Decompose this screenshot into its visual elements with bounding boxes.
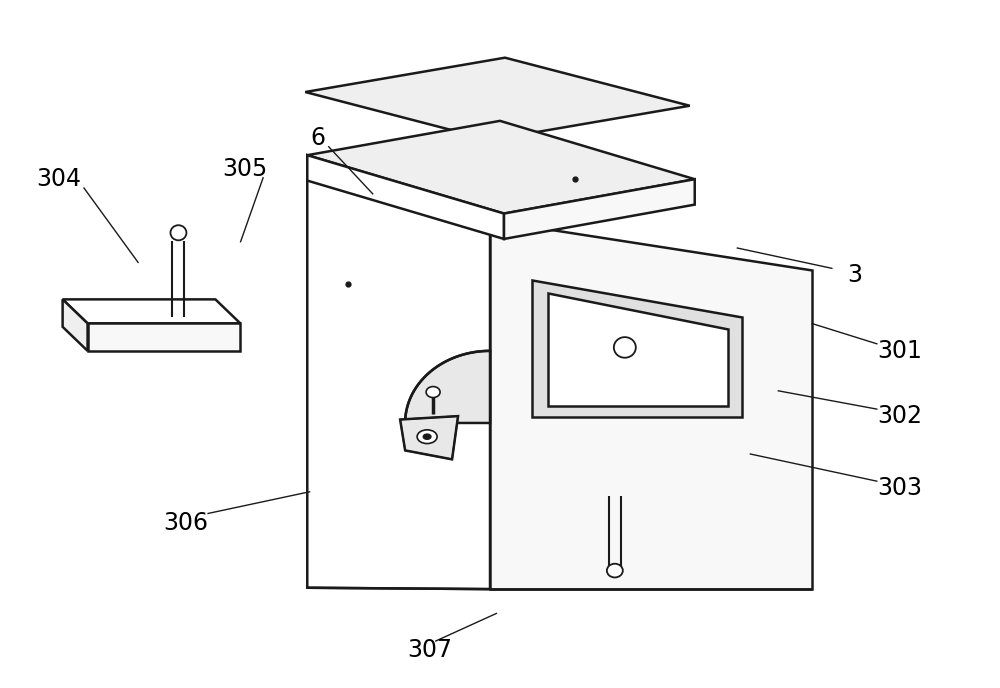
Text: 302: 302 (877, 404, 922, 428)
Polygon shape (405, 351, 490, 423)
Polygon shape (63, 299, 240, 323)
Polygon shape (548, 292, 728, 406)
Ellipse shape (607, 563, 623, 577)
Text: 303: 303 (877, 476, 922, 500)
Text: 307: 307 (408, 638, 453, 662)
Text: 6: 6 (311, 126, 326, 150)
Polygon shape (307, 121, 695, 213)
Text: 305: 305 (223, 157, 268, 181)
Polygon shape (518, 399, 732, 464)
Ellipse shape (170, 225, 186, 240)
Ellipse shape (614, 337, 636, 358)
Circle shape (417, 430, 437, 444)
Polygon shape (400, 416, 458, 460)
Polygon shape (490, 220, 812, 589)
Polygon shape (532, 280, 742, 418)
Text: 301: 301 (877, 339, 922, 363)
Polygon shape (88, 323, 240, 351)
Text: 306: 306 (163, 510, 208, 535)
Polygon shape (307, 155, 504, 239)
Polygon shape (307, 155, 490, 589)
Circle shape (423, 434, 431, 440)
Polygon shape (695, 444, 732, 497)
Polygon shape (305, 58, 690, 140)
Text: 3: 3 (847, 264, 862, 288)
Polygon shape (504, 179, 695, 239)
Ellipse shape (426, 387, 440, 398)
Text: 304: 304 (36, 167, 81, 191)
Polygon shape (63, 299, 88, 351)
Polygon shape (518, 420, 695, 497)
